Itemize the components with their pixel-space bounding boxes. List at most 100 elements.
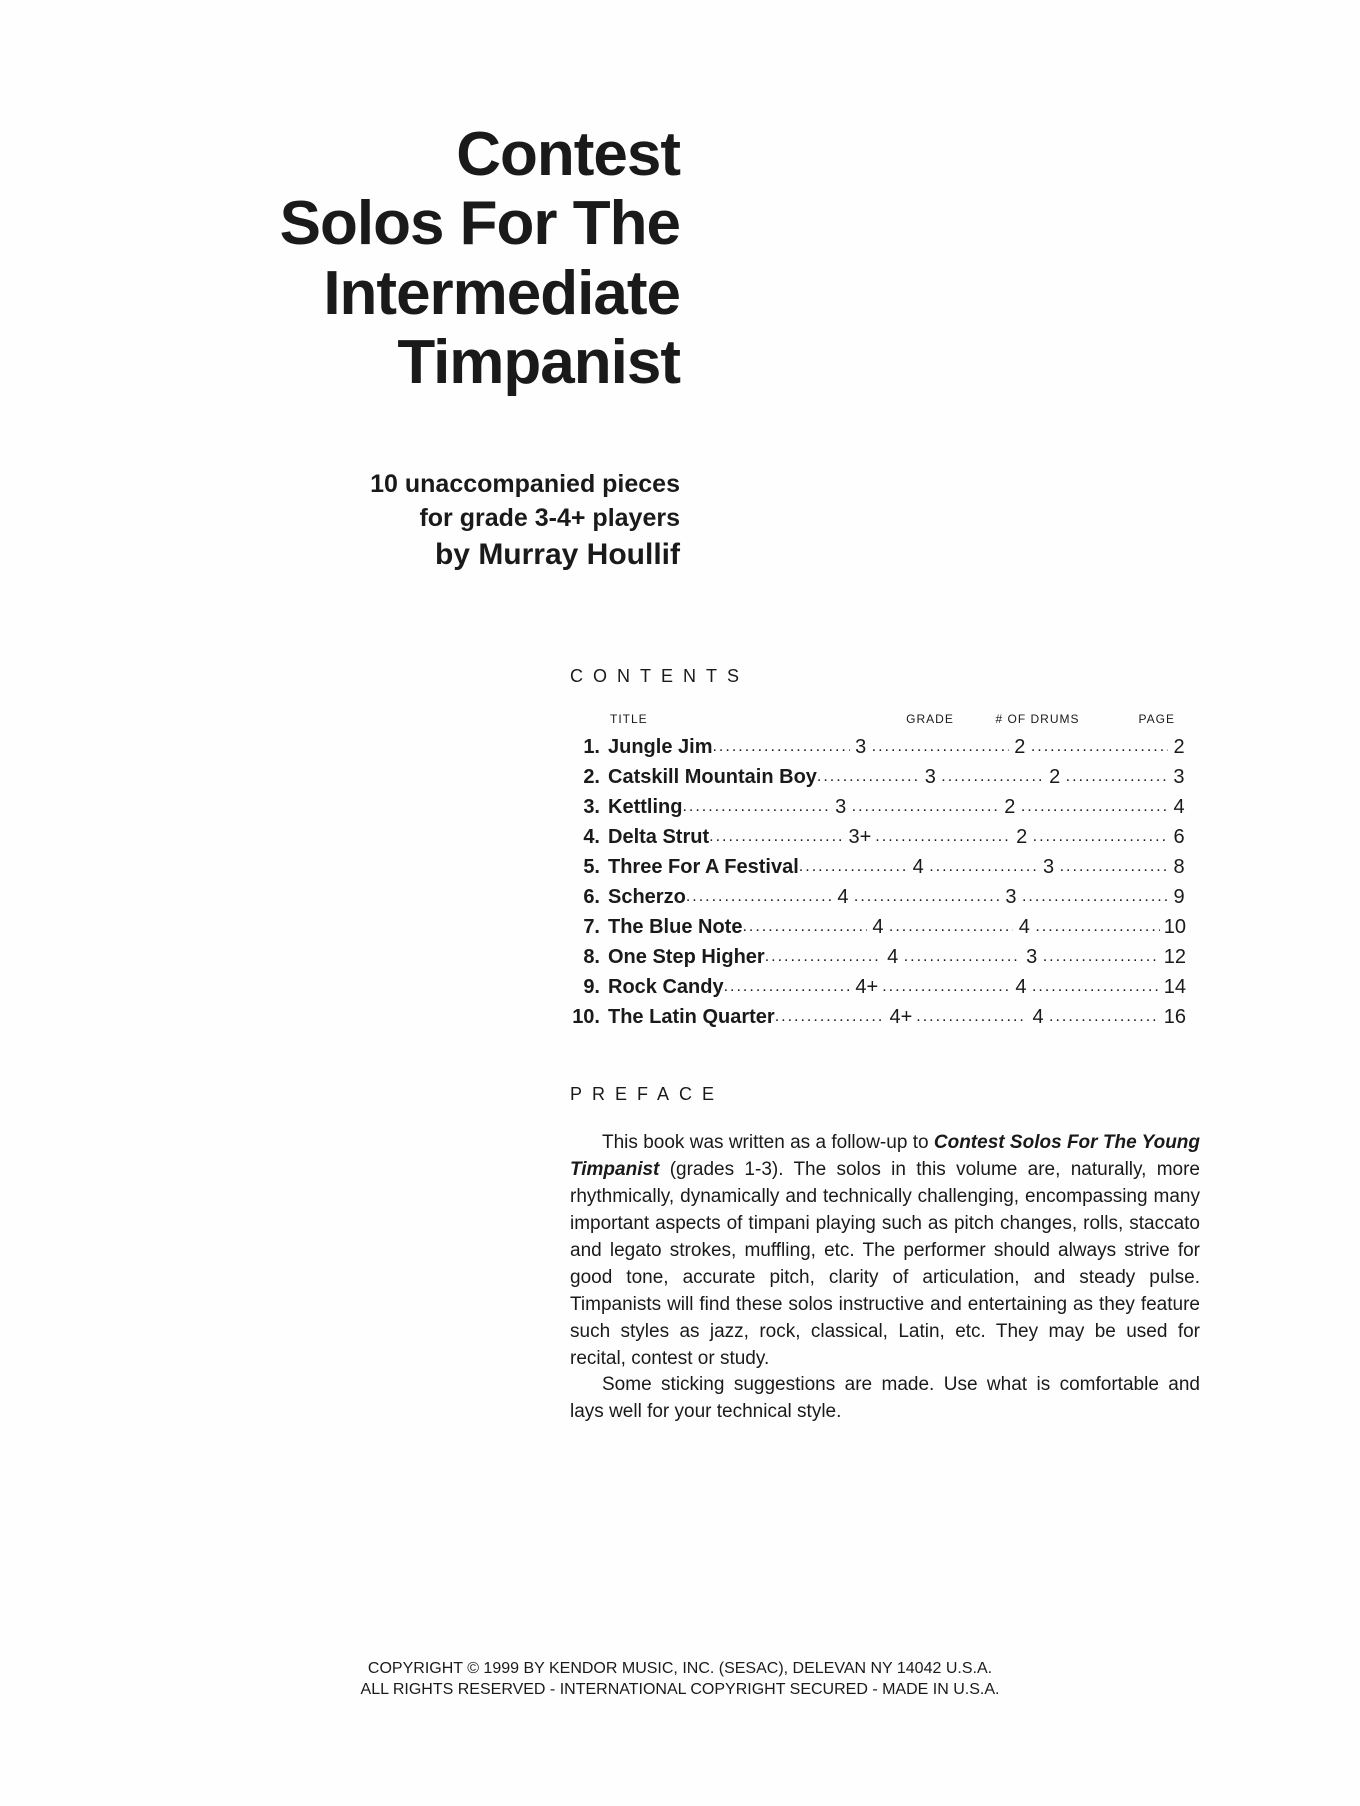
toc-drums: 3 [1021,946,1043,969]
toc-num: 5. [570,856,608,879]
toc-row: 2.Catskill Mountain Boy323 [570,766,1190,789]
title-line-2: Solos For The [200,189,680,258]
preface-text: This book was written as a follow-up to … [570,1130,1200,1427]
toc-dots [872,738,1009,756]
toc-page: 2 [1168,736,1190,759]
toc-dots [1066,768,1168,786]
toc-dots [889,918,1013,936]
toc-dots [875,828,1010,846]
toc-dots [882,978,1010,996]
toc-dots [1043,948,1160,966]
toc-row: 8.One Step Higher4312 [570,946,1190,969]
toc-title: Delta Strut [608,826,709,849]
header-title: TITLE [570,712,880,726]
toc-page: 3 [1168,766,1190,789]
toc-drums: 2 [999,796,1021,819]
contents-section: CONTENTS TITLE GRADE # OF DRUMS PAGE 1.J… [570,666,1190,1029]
toc-page: 6 [1168,826,1190,849]
copyright-line-1: COPYRIGHT © 1999 BY KENDOR MUSIC, INC. (… [0,1658,1360,1680]
toc-grade: 4 [867,916,889,939]
toc-num: 2. [570,766,608,789]
toc-dots [904,948,1021,966]
toc-dots [682,798,829,816]
toc-title: The Latin Quarter [608,1006,775,1029]
toc-num: 1. [570,736,608,759]
toc-dots [724,978,852,996]
toc-title: Kettling [608,796,682,819]
header-drums: # OF DRUMS [980,712,1095,726]
toc-num: 8. [570,946,608,969]
toc-title: One Step Higher [608,946,765,969]
toc-dots [1022,888,1168,906]
toc-row: 4.Delta Strut3+26 [570,826,1190,849]
title-line-1: Contest [200,120,680,189]
toc-grade: 4 [907,856,929,879]
title-line-4: Timpanist [200,328,680,397]
toc-drums: 4 [1027,1006,1049,1029]
toc-dots [712,738,849,756]
toc-drums: 4 [1010,976,1032,999]
toc-num: 4. [570,826,608,849]
toc-dots [709,828,844,846]
toc-title: The Blue Note [608,916,742,939]
page-container: Contest Solos For The Intermediate Timpa… [0,0,1360,1806]
toc-dots [852,798,999,816]
toc-row: 1.Jungle Jim 3 2 2 [570,736,1190,759]
title-block: Contest Solos For The Intermediate Timpa… [200,120,680,398]
toc-dots [1060,858,1168,876]
toc-dots [817,768,919,786]
toc-grade: 3 [830,796,852,819]
toc-num: 10. [570,1006,608,1029]
preface-p1-a: This book was written as a follow-up to [602,1132,934,1153]
toc-num: 6. [570,886,608,909]
header-page: PAGE [1095,712,1175,726]
toc-drums: 2 [1009,736,1031,759]
toc-dots [929,858,1037,876]
subtitle-line-1: 10 unaccompanied pieces [200,468,680,502]
toc-drums: 3 [1000,886,1022,909]
toc-num: 3. [570,796,608,819]
toc-page: 16 [1160,1006,1190,1029]
toc-dots [1035,918,1159,936]
toc-grade: 3 [850,736,872,759]
toc-page: 8 [1168,856,1190,879]
toc-drums: 4 [1013,916,1035,939]
subtitle-line-2: for grade 3-4+ players [200,502,680,536]
toc-grade: 4+ [885,1006,916,1029]
toc-dots [1031,738,1168,756]
preface-p1-c: (grades 1-3). The solos in this volume a… [570,1159,1200,1369]
toc-title: Scherzo [608,886,686,909]
toc-dots [916,1008,1027,1026]
toc-dots [742,918,866,936]
toc-title: Jungle Jim [608,736,712,759]
toc-grade: 3 [919,766,941,789]
toc-page: 9 [1168,886,1190,909]
toc-dots [941,768,1043,786]
toc-dots [854,888,1000,906]
toc-page: 14 [1160,976,1190,999]
subtitle-block: 10 unaccompanied pieces for grade 3-4+ p… [200,468,680,576]
preface-para-1: This book was written as a follow-up to … [570,1130,1200,1373]
toc-grade: 4 [832,886,854,909]
toc-row: 5.Three For A Festival 4 3 8 [570,856,1190,879]
toc-dots [1033,828,1168,846]
copyright-line-2: ALL RIGHTS RESERVED - INTERNATIONAL COPY… [0,1679,1360,1701]
copyright-block: COPYRIGHT © 1999 BY KENDOR MUSIC, INC. (… [0,1658,1360,1701]
toc-title: Rock Candy [608,976,724,999]
toc-dots [1021,798,1168,816]
toc-drums: 2 [1011,826,1033,849]
preface-section: PREFACE This book was written as a follo… [570,1084,1200,1427]
toc-grade: 4+ [851,976,882,999]
toc-title: Catskill Mountain Boy [608,766,817,789]
toc-dots [1032,978,1160,996]
toc-title: Three For A Festival [608,856,799,879]
toc-row: 7.The Blue Note4410 [570,916,1190,939]
toc-page: 10 [1160,916,1190,939]
toc-dots [765,948,882,966]
toc-drums: 3 [1038,856,1060,879]
preface-para-2: Some sticking suggestions are made. Use … [570,1372,1200,1426]
toc-row: 3.Kettling324 [570,796,1190,819]
header-grade: GRADE [880,712,980,726]
toc-grade: 4 [882,946,904,969]
toc-dots [686,888,832,906]
